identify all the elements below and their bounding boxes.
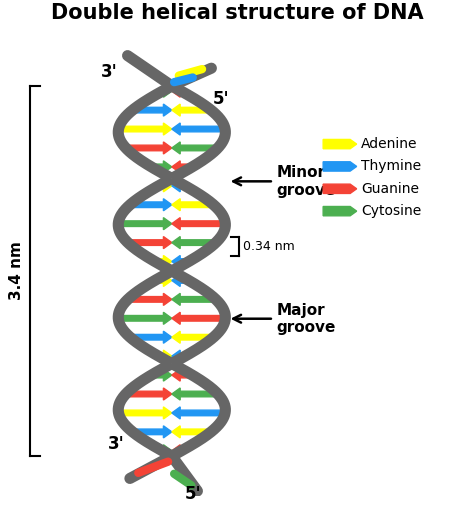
FancyArrow shape <box>172 388 218 400</box>
FancyArrow shape <box>151 161 172 173</box>
FancyArrow shape <box>172 293 216 306</box>
FancyArrow shape <box>126 142 172 154</box>
FancyArrow shape <box>128 237 172 249</box>
FancyArrow shape <box>155 255 172 268</box>
FancyArrow shape <box>162 445 172 457</box>
FancyArrow shape <box>172 104 211 116</box>
FancyArrow shape <box>323 206 356 216</box>
FancyArrow shape <box>155 274 172 287</box>
FancyArrow shape <box>158 180 172 192</box>
Text: 5': 5' <box>212 90 229 108</box>
FancyArrow shape <box>172 274 189 287</box>
FancyArrow shape <box>172 407 225 419</box>
FancyArrow shape <box>126 388 172 400</box>
FancyArrow shape <box>172 369 192 381</box>
FancyArrow shape <box>118 218 172 230</box>
FancyArrow shape <box>172 312 225 324</box>
FancyArrow shape <box>172 445 182 457</box>
FancyArrow shape <box>172 123 225 135</box>
FancyArrow shape <box>130 199 172 211</box>
Text: Guanine: Guanine <box>361 182 419 196</box>
FancyArrow shape <box>172 237 216 249</box>
FancyArrow shape <box>162 85 172 97</box>
FancyArrow shape <box>118 123 172 135</box>
FancyArrow shape <box>158 350 172 362</box>
FancyArrow shape <box>172 199 213 211</box>
FancyArrow shape <box>172 180 185 192</box>
Text: Minor
groove: Minor groove <box>233 165 336 198</box>
Text: Major
groove: Major groove <box>233 303 336 335</box>
FancyArrow shape <box>172 426 211 438</box>
FancyArrow shape <box>323 184 356 194</box>
Text: Thymine: Thymine <box>361 159 421 174</box>
Text: 0.34 nm: 0.34 nm <box>243 240 294 253</box>
FancyArrow shape <box>172 331 213 343</box>
FancyArrow shape <box>323 162 356 171</box>
FancyArrow shape <box>172 85 182 97</box>
FancyArrow shape <box>130 331 172 343</box>
FancyArrow shape <box>172 218 225 230</box>
FancyArrow shape <box>172 255 189 268</box>
Title: Double helical structure of DNA: Double helical structure of DNA <box>51 3 423 23</box>
FancyArrow shape <box>118 407 172 419</box>
Text: 3': 3' <box>100 63 118 81</box>
FancyArrow shape <box>133 104 172 116</box>
Text: 3.4 nm: 3.4 nm <box>9 242 24 301</box>
FancyArrow shape <box>151 369 172 381</box>
Text: 5': 5' <box>184 485 201 503</box>
FancyArrow shape <box>323 139 356 149</box>
Text: Adenine: Adenine <box>361 137 418 151</box>
FancyArrow shape <box>172 350 185 362</box>
Text: 3': 3' <box>108 435 124 453</box>
FancyArrow shape <box>172 142 218 154</box>
FancyArrow shape <box>172 161 192 173</box>
FancyArrow shape <box>133 426 172 438</box>
Text: Cytosine: Cytosine <box>361 204 421 218</box>
FancyArrow shape <box>118 312 172 324</box>
FancyArrow shape <box>128 293 172 306</box>
